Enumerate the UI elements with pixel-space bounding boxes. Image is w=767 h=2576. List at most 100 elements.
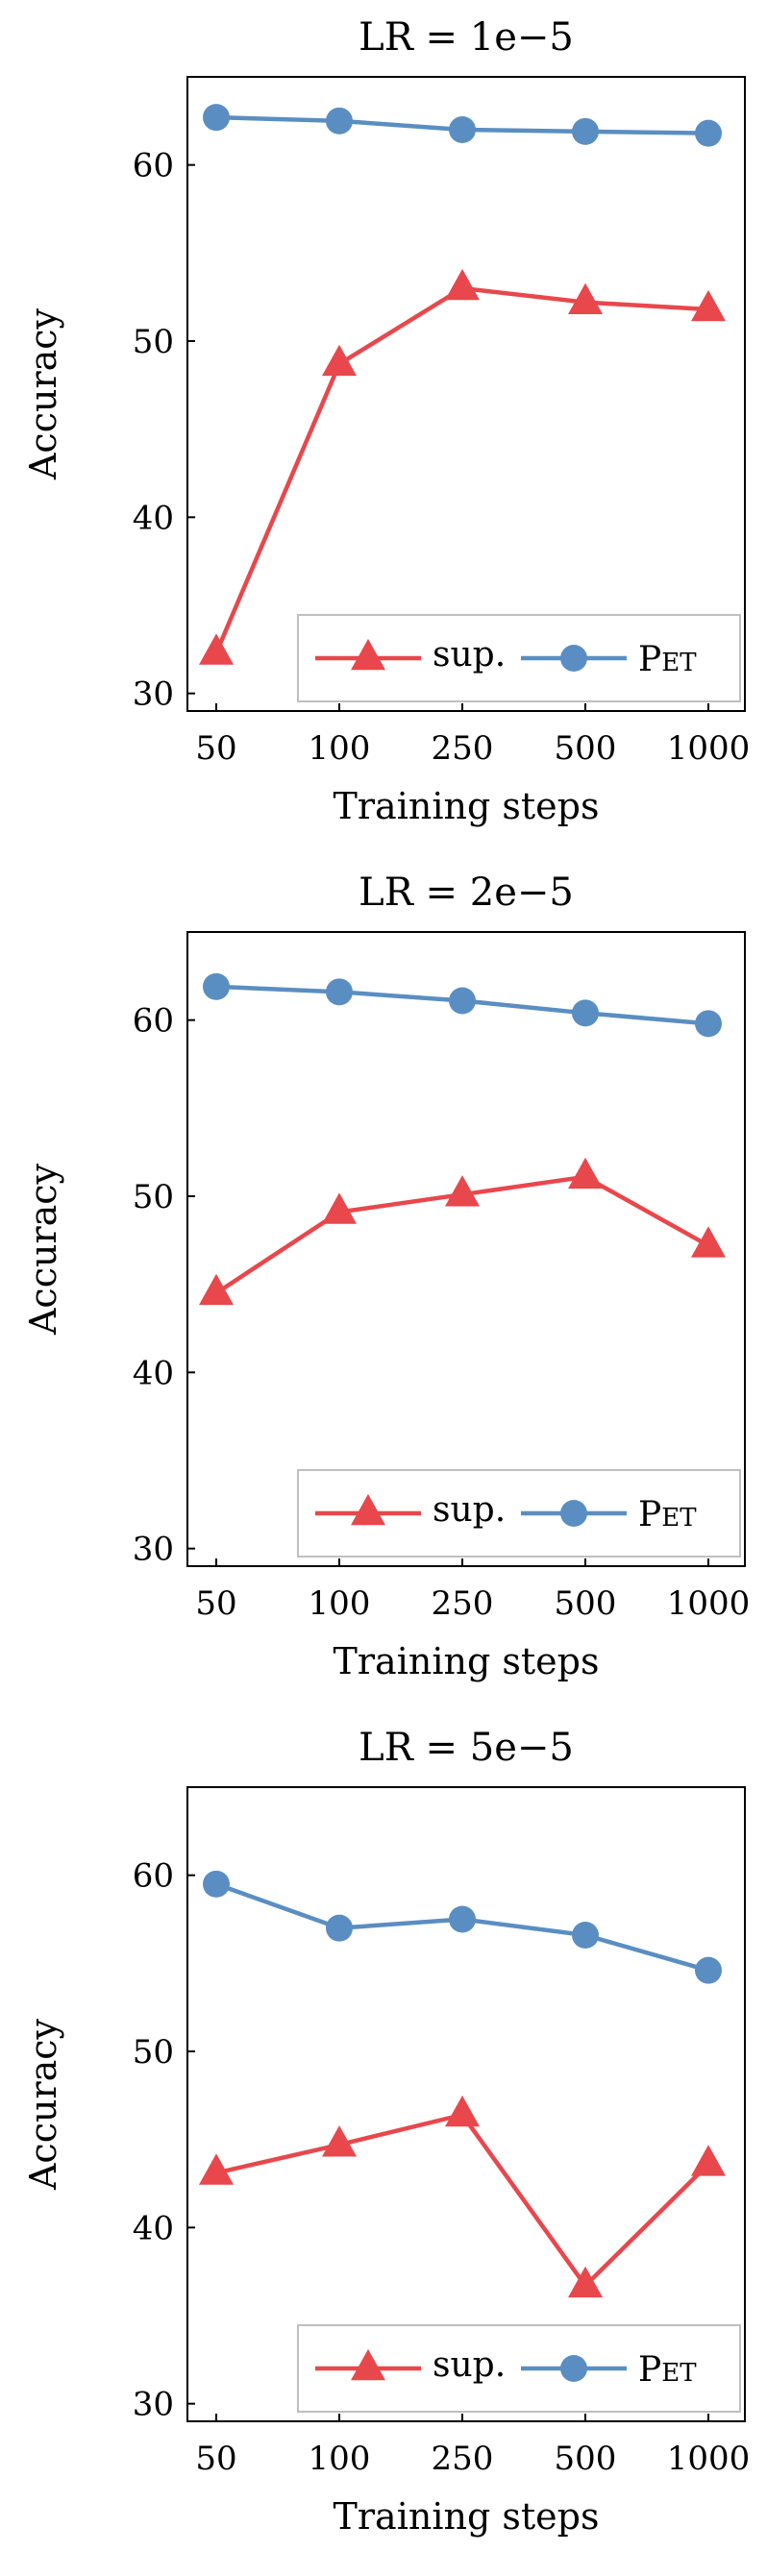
legend-marker-sup xyxy=(351,1493,385,1526)
plot-area-frame xyxy=(186,76,746,712)
x-tick-label: 1000 xyxy=(667,2440,751,2478)
chart-panel-lr-5e-5: LR = 5e−5 30 40 50 60 50 100 250 500 1000 Training… xyxy=(22,1726,751,2538)
chart-panel-lr-1e-5: LR = 1e−5 30 40 50 60 50 100 250 500 1000 Training… xyxy=(22,15,751,827)
data-point xyxy=(445,1175,480,1207)
data-point xyxy=(568,2266,603,2298)
x-tick-label: 250 xyxy=(432,1584,494,1623)
legend-label-pet-initial: P xyxy=(638,2350,661,2390)
legend-marker-sup xyxy=(351,638,385,671)
legend: sup. PET xyxy=(297,2324,741,2413)
legend-label-pet-rest: ET xyxy=(661,2359,697,2388)
y-tick-label: 50 xyxy=(133,2033,174,2072)
legend: sup. PET xyxy=(297,614,741,702)
series-pet xyxy=(203,104,722,147)
y-tick-label: 60 xyxy=(133,1857,174,1896)
y-tick-label: 60 xyxy=(133,1002,174,1041)
x-tick-label: 1000 xyxy=(667,1584,751,1623)
x-axis-label: Training steps xyxy=(334,1640,600,1682)
series-pet xyxy=(203,1870,722,1984)
data-point xyxy=(199,2153,234,2185)
data-point xyxy=(691,2145,726,2176)
x-tick-label: 50 xyxy=(195,729,236,768)
data-point xyxy=(445,268,480,301)
y-tick-label: 30 xyxy=(133,2386,174,2424)
y-tick-label: 40 xyxy=(133,2209,174,2247)
y-tick-label: 30 xyxy=(133,675,174,714)
data-point xyxy=(695,1956,722,1984)
legend-label-sup: sup. xyxy=(433,635,506,675)
y-tick-label: 40 xyxy=(133,1354,174,1392)
y-tick-label: 60 xyxy=(133,147,174,185)
x-tick-label: 250 xyxy=(432,2440,494,2478)
data-point xyxy=(445,2095,480,2127)
data-point xyxy=(449,987,476,1015)
data-point xyxy=(572,117,599,145)
data-point xyxy=(691,289,726,322)
legend-label-pet-initial: P xyxy=(638,1495,661,1534)
x-tick-label: 50 xyxy=(195,1584,236,1623)
series-sup xyxy=(199,268,726,665)
data-point xyxy=(199,1273,234,1306)
chart-title: LR = 5e−5 xyxy=(359,1726,574,1770)
data-point xyxy=(449,1905,476,1933)
data-point xyxy=(572,999,599,1027)
data-point xyxy=(326,107,353,135)
series-line xyxy=(215,2112,710,2289)
legend-marker-pet xyxy=(560,2355,587,2382)
y-tick-label: 50 xyxy=(133,323,174,361)
x-axis-label: Training steps xyxy=(334,785,600,827)
legend-label-sup: sup. xyxy=(433,1490,506,1530)
legend-label-pet: PET xyxy=(638,2350,697,2390)
x-tick-label: 1000 xyxy=(667,729,751,768)
legend-label-pet-initial: P xyxy=(638,640,661,679)
chart-panel-lr-2e-5: LR = 2e−5 30 40 50 60 50 100 250 500 1000 Training… xyxy=(22,871,751,1682)
plot-area-frame xyxy=(186,931,746,1567)
x-tick-label: 250 xyxy=(432,729,494,768)
data-point xyxy=(199,633,234,665)
data-point xyxy=(322,1192,357,1224)
legend-marker-sup xyxy=(351,2348,385,2381)
legend-marker-pet xyxy=(560,1500,587,1527)
x-tick-label: 100 xyxy=(309,2440,371,2478)
legend: sup. PET xyxy=(297,1469,741,1558)
data-point xyxy=(695,119,722,147)
x-axis-label: Training steps xyxy=(334,2495,600,2538)
data-point xyxy=(326,978,353,1006)
series-sup xyxy=(199,1157,726,1306)
data-point xyxy=(203,1870,230,1898)
chart-title: LR = 2e−5 xyxy=(359,871,574,915)
data-point xyxy=(322,344,357,377)
series-line xyxy=(213,285,709,654)
data-point xyxy=(568,282,603,314)
data-point xyxy=(691,1226,726,1258)
chart-title: LR = 1e−5 xyxy=(359,15,574,60)
legend-label-pet: PET xyxy=(638,1495,697,1534)
x-tick-label: 500 xyxy=(555,1584,617,1623)
legend-label-pet-rest: ET xyxy=(661,1504,697,1533)
series-sup xyxy=(199,2095,726,2298)
data-point xyxy=(203,104,230,132)
legend-label-sup: sup. xyxy=(433,2345,506,2385)
data-point xyxy=(449,116,476,143)
x-tick-label: 100 xyxy=(309,1584,371,1623)
data-point xyxy=(568,1157,603,1190)
plot-area-frame xyxy=(186,1786,746,2422)
y-tick-label: 50 xyxy=(133,1178,174,1216)
data-point xyxy=(203,972,230,1000)
y-axis-label: Accuracy xyxy=(22,307,64,480)
x-tick-label: 500 xyxy=(555,729,617,768)
legend-label-pet-rest: ET xyxy=(661,649,697,677)
legend-label-pet: PET xyxy=(638,640,697,679)
y-axis-label: Accuracy xyxy=(22,2018,64,2191)
data-point xyxy=(326,1914,353,1942)
x-tick-label: 500 xyxy=(555,2440,617,2478)
y-tick-label: 40 xyxy=(133,499,174,537)
x-tick-label: 100 xyxy=(309,729,371,768)
data-point xyxy=(322,2125,357,2157)
series-pet xyxy=(203,972,722,1038)
legend-marker-pet xyxy=(560,645,587,672)
y-tick-label: 30 xyxy=(133,1531,174,1569)
data-point xyxy=(695,1010,722,1038)
x-tick-label: 50 xyxy=(195,2440,236,2478)
